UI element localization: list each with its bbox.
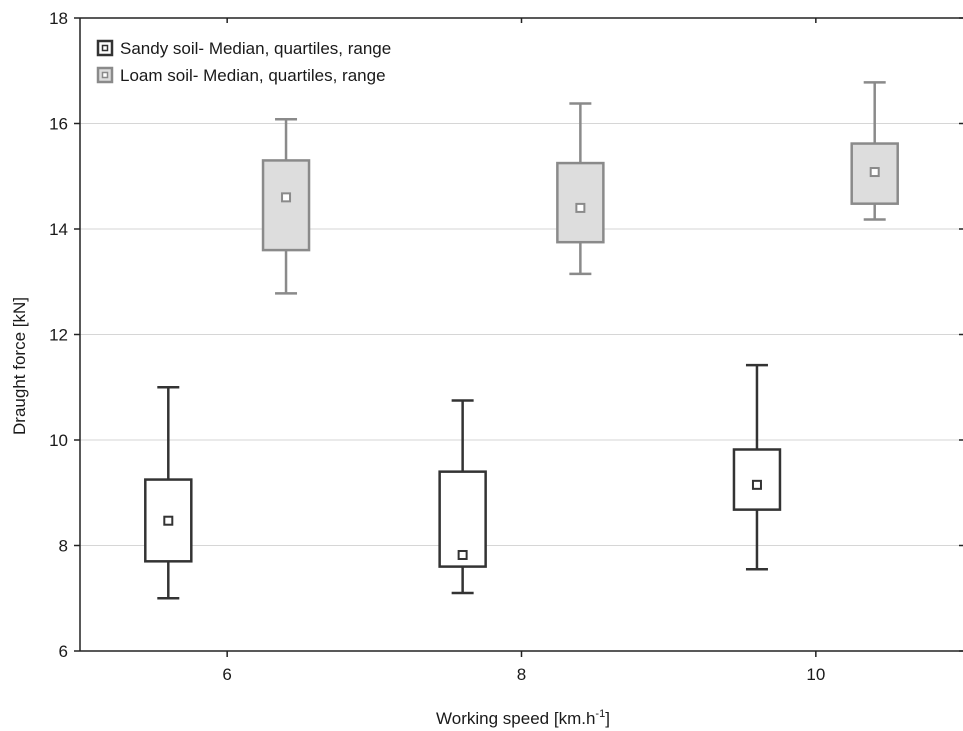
box-iqr [732,448,782,511]
box-iqr [261,159,311,252]
y-tick-label: 16 [49,115,68,134]
box-loam [556,102,605,276]
x-tick-label: 10 [806,665,825,684]
gridlines [80,123,963,546]
median-marker [281,192,292,203]
legend: Sandy soil- Median, quartiles, range Loam… [96,39,391,85]
y-tick-label: 18 [49,9,68,28]
median-marker [457,549,468,560]
y-tick-label: 8 [59,537,68,556]
box-sandy [144,386,193,600]
median-marker [751,479,762,490]
x-axis-title-main: Working speed [km.h [436,709,595,728]
legend-entry: Loam soil- Median, quartiles, range [96,66,386,85]
axes: 6 8 10 12 14 16 18 6 8 10 [49,9,963,684]
legend-label: Loam soil- Median, quartiles, range [120,66,386,85]
y-axis-title: Draught force [kN] [10,297,29,435]
x-tick-label: 6 [222,665,231,684]
legend-marker [101,44,109,52]
x-axis-title: Working speed [km.h-1] [436,708,610,728]
box-loam [261,118,311,295]
legend-label: Sandy soil- Median, quartiles, range [120,39,391,58]
median-marker [163,515,174,526]
y-tick-label: 10 [49,431,68,450]
median-marker [575,202,586,213]
legend-entry: Sandy soil- Median, quartiles, range [96,39,391,58]
box-series [144,81,899,600]
box-sandy [732,363,782,571]
box-iqr [556,161,605,244]
y-tick-label: 12 [49,326,68,345]
x-axis-title-superscript: -1 [595,708,605,720]
y-tick-label: 6 [59,642,68,661]
box-sandy [438,399,487,595]
box-iqr [850,142,899,205]
x-tick-label: 8 [517,665,526,684]
median-marker [869,167,880,178]
x-axis-title-tail: ] [605,709,610,728]
box-loam [850,81,899,221]
y-tick-label: 14 [49,220,68,239]
legend-marker [101,71,109,79]
